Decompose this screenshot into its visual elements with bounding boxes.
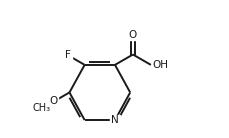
Polygon shape — [128, 30, 137, 40]
Polygon shape — [110, 115, 119, 126]
Text: OH: OH — [152, 60, 167, 70]
Text: O: O — [50, 96, 58, 106]
Text: O: O — [128, 30, 136, 40]
Text: N: N — [111, 115, 118, 125]
Polygon shape — [49, 97, 58, 106]
Text: F: F — [65, 50, 71, 60]
Polygon shape — [63, 50, 72, 60]
Text: CH₃: CH₃ — [33, 103, 51, 113]
